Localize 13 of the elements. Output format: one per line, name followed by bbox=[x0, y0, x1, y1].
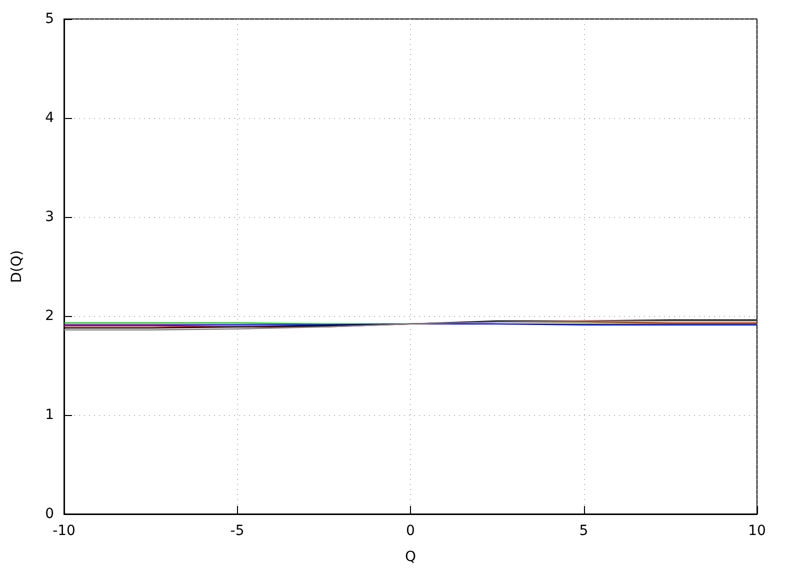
y-tick-label: 1 bbox=[45, 407, 54, 423]
x-tick-label: 5 bbox=[579, 523, 588, 539]
x-tick-label: -5 bbox=[230, 523, 244, 539]
x-tick-label: 0 bbox=[406, 523, 415, 539]
y-axis-title: D(Q) bbox=[9, 250, 25, 283]
y-tick-label: 3 bbox=[45, 209, 54, 225]
x-tick-label: -10 bbox=[52, 523, 76, 539]
y-tick-label: 5 bbox=[45, 11, 54, 27]
x-axis-title: Q bbox=[404, 549, 416, 565]
y-tick-label: 0 bbox=[45, 506, 54, 522]
x-tick-label: 10 bbox=[748, 523, 766, 539]
y-tick-label: 2 bbox=[45, 308, 54, 324]
y-tick-label: 4 bbox=[45, 110, 54, 126]
